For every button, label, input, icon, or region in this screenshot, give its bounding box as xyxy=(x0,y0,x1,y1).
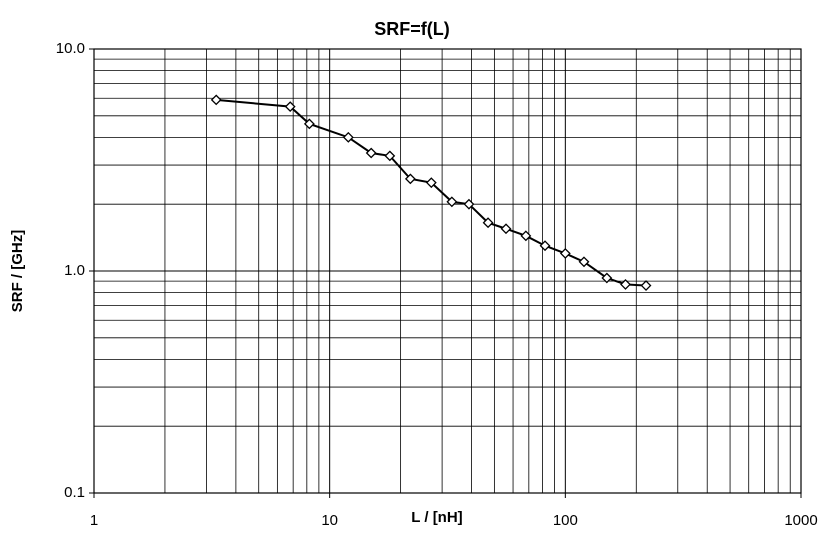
data-point xyxy=(284,101,296,113)
chart-title: SRF=f(L) xyxy=(374,19,450,39)
data-point xyxy=(210,94,222,106)
y-tick-label: 0.1 xyxy=(64,484,85,501)
x-tick-label: 100 xyxy=(553,512,578,529)
data-point xyxy=(559,248,571,259)
y-tick-label: 1.0 xyxy=(64,262,85,279)
data-point xyxy=(482,217,494,229)
data-point xyxy=(640,280,652,291)
data-point xyxy=(578,256,590,268)
data-point xyxy=(620,279,631,290)
x-tick-label: 1000 xyxy=(784,512,817,529)
data-point xyxy=(425,177,437,189)
x-tick-label: 10 xyxy=(321,512,338,529)
y-axis-label: SRF / [GHz] xyxy=(9,230,26,313)
y-tick-label: 10.0 xyxy=(56,40,85,57)
plot-border xyxy=(93,48,802,494)
data-point xyxy=(384,150,396,162)
data-point xyxy=(303,118,315,130)
data-point xyxy=(365,147,377,159)
data-point xyxy=(342,131,354,143)
x-axis-label: L / [nH] xyxy=(411,509,462,526)
data-point xyxy=(404,173,416,185)
data-point xyxy=(463,198,475,210)
data-point xyxy=(446,196,458,208)
data-point xyxy=(520,230,532,242)
data-point xyxy=(601,272,613,284)
x-tick-label: 1 xyxy=(90,512,98,529)
data-point xyxy=(539,240,551,252)
data-point xyxy=(500,223,512,235)
